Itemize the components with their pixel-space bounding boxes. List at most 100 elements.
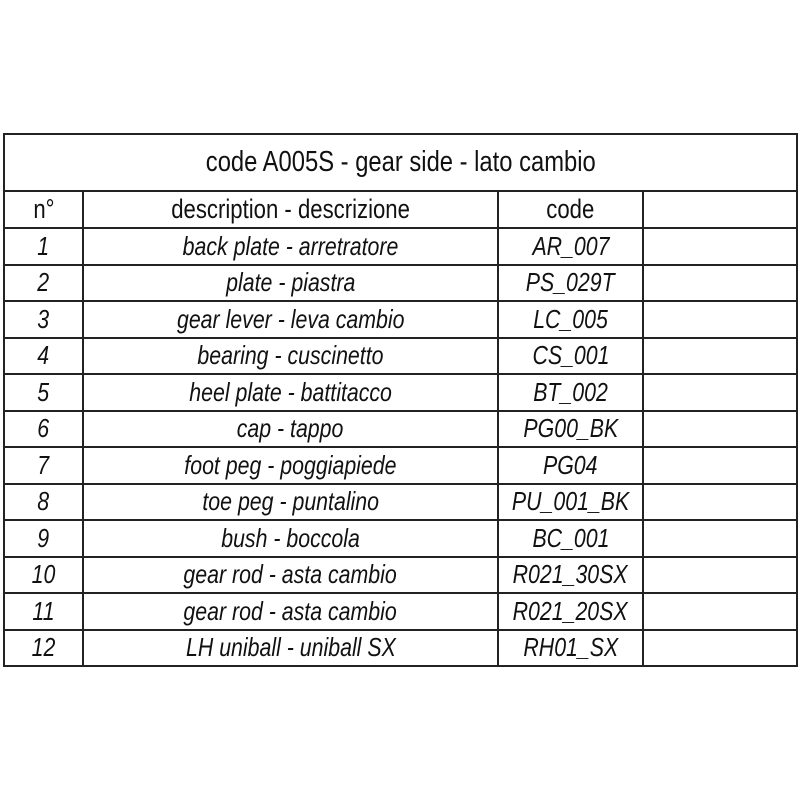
row-description-text: bush - boccola [221, 522, 360, 553]
row-code: BT_002 [497, 373, 644, 412]
table-row: 1 back plate - arretratore AR_007 [3, 227, 798, 266]
row-number: 7 [3, 446, 84, 485]
header-description: description - descrizione [82, 190, 499, 229]
row-empty [642, 446, 798, 485]
row-empty [642, 336, 798, 375]
row-description-text: LH uniball - uniball SX [185, 632, 396, 663]
row-description-text: gear lever - leva cambio [176, 303, 405, 334]
header-number: n° [3, 190, 84, 229]
parts-table: code A005S - gear side - lato cambio n° … [3, 133, 798, 667]
row-empty [642, 628, 798, 667]
table-row: 10 gear rod - asta cambio R021_30SX [3, 555, 798, 594]
header-description-text: description - descrizione [171, 194, 410, 224]
row-code: CS_001 [497, 336, 644, 375]
row-description-text: cap - tappo [237, 413, 344, 444]
row-number-text: 11 [32, 595, 55, 626]
row-description: LH uniball - uniball SX [82, 628, 499, 667]
row-code-text: CS_001 [531, 340, 610, 371]
row-code: BC_001 [497, 519, 644, 558]
row-empty [642, 592, 798, 631]
row-number-text: 9 [37, 522, 50, 553]
table-title: code A005S - gear side - lato cambio [3, 133, 798, 192]
row-description: plate - piastra [82, 263, 499, 302]
table-row: 2 plate - piastra PS_029T [3, 263, 798, 302]
row-number: 9 [3, 519, 84, 558]
table-title-row: code A005S - gear side - lato cambio [3, 133, 798, 192]
table-row: 4 bearing - cuscinetto CS_001 [3, 336, 798, 375]
row-code: AR_007 [497, 227, 644, 266]
row-number-text: 4 [37, 340, 50, 371]
row-description: bearing - cuscinetto [82, 336, 499, 375]
row-code-text: PS_029T [526, 267, 615, 298]
row-code-text: PG00_BK [523, 413, 618, 444]
row-code-text: R021_30SX [512, 559, 628, 590]
row-description: gear lever - leva cambio [82, 300, 499, 339]
table-row: 3 gear lever - leva cambio LC_005 [3, 300, 798, 339]
row-number-text: 12 [31, 632, 56, 663]
row-code-text: R021_20SX [512, 595, 628, 626]
table-row: 6 cap - tappo PG00_BK [3, 409, 798, 448]
row-description-text: heel plate - battitacco [189, 376, 392, 407]
row-empty [642, 409, 798, 448]
header-code-text: code [546, 194, 595, 224]
table-row: 5 heel plate - battitacco BT_002 [3, 373, 798, 412]
row-description: cap - tappo [82, 409, 499, 448]
row-description-text: gear rod - asta cambio [183, 595, 398, 626]
row-description: bush - boccola [82, 519, 499, 558]
row-number: 1 [3, 227, 84, 266]
table-row: 11 gear rod - asta cambio R021_20SX [3, 592, 798, 631]
row-code: PG00_BK [497, 409, 644, 448]
table-row: 7 foot peg - poggiapiede PG04 [3, 446, 798, 485]
row-code: R021_20SX [497, 592, 644, 631]
row-number: 12 [3, 628, 84, 667]
row-number-text: 10 [31, 559, 56, 590]
row-number-text: 7 [37, 449, 50, 480]
row-description-text: back plate - arretratore [182, 230, 399, 261]
row-code: LC_005 [497, 300, 644, 339]
row-description: gear rod - asta cambio [82, 555, 499, 594]
row-number: 2 [3, 263, 84, 302]
table-row: 12 LH uniball - uniball SX RH01_SX [3, 628, 798, 667]
row-number: 8 [3, 482, 84, 521]
row-code-text: LC_005 [533, 303, 608, 334]
row-code-text: AR_007 [531, 230, 610, 261]
row-empty [642, 227, 798, 266]
row-code-text: RH01_SX [523, 632, 618, 663]
header-code: code [497, 190, 644, 229]
row-number-text: 8 [37, 486, 50, 517]
header-number-text: n° [32, 194, 55, 224]
row-code-text: BT_002 [533, 376, 608, 407]
row-number: 11 [3, 592, 84, 631]
row-description: gear rod - asta cambio [82, 592, 499, 631]
row-description: toe peg - puntalino [82, 482, 499, 521]
row-number: 4 [3, 336, 84, 375]
row-code-text: PG04 [543, 449, 598, 480]
table-row: 8 toe peg - puntalino PU_001_BK [3, 482, 798, 521]
row-number: 5 [3, 373, 84, 412]
row-empty [642, 519, 798, 558]
row-number-text: 2 [37, 267, 50, 298]
row-code-text: BC_001 [531, 522, 610, 553]
row-description: foot peg - poggiapiede [82, 446, 499, 485]
row-number-text: 3 [37, 303, 50, 334]
row-number: 10 [3, 555, 84, 594]
row-empty [642, 482, 798, 521]
row-description-text: foot peg - poggiapiede [184, 449, 397, 480]
table-row: 9 bush - boccola BC_001 [3, 519, 798, 558]
row-code: R021_30SX [497, 555, 644, 594]
row-code: PS_029T [497, 263, 644, 302]
row-empty [642, 555, 798, 594]
row-description-text: bearing - cuscinetto [197, 340, 384, 371]
row-number: 3 [3, 300, 84, 339]
row-description-text: plate - piastra [225, 267, 356, 298]
row-number-text: 6 [37, 413, 50, 444]
row-description: back plate - arretratore [82, 227, 499, 266]
header-empty [642, 190, 798, 229]
row-description: heel plate - battitacco [82, 373, 499, 412]
table-title-text: code A005S - gear side - lato cambio [205, 146, 596, 178]
row-empty [642, 373, 798, 412]
row-empty [642, 263, 798, 302]
row-number: 6 [3, 409, 84, 448]
row-code: PU_001_BK [497, 482, 644, 521]
row-description-text: gear rod - asta cambio [183, 559, 398, 590]
